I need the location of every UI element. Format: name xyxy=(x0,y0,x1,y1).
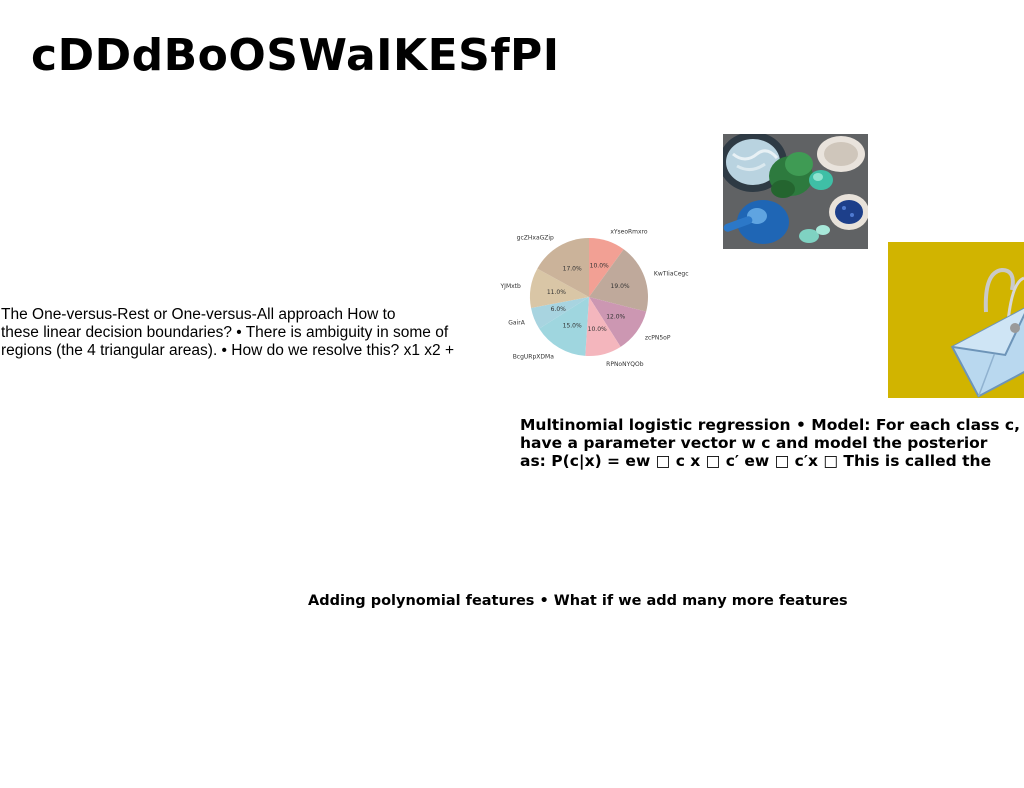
right-text-line: Multinomial logistic regression • Model:… xyxy=(520,416,1024,434)
left-text-line: regions (the 4 triangular areas). • How … xyxy=(1,342,454,359)
right-text-line: have a parameter vector w c and model th… xyxy=(520,434,988,452)
pie-percent-label: 10.0% xyxy=(588,326,607,333)
pie-slice xyxy=(589,249,648,312)
pie-category-label: GairA xyxy=(508,319,525,326)
pie-percent-label: 6.0% xyxy=(551,306,567,313)
pie-category-label: YJMxtb xyxy=(500,283,521,290)
pie-category-label: KwTIiaCegc xyxy=(654,271,689,278)
pie-slice xyxy=(589,297,647,347)
pie-category-label: gcZHxaGZip xyxy=(517,235,554,242)
pie-category-label: zcPN5oP xyxy=(645,335,671,342)
pie-percent-label: 17.0% xyxy=(563,266,582,273)
slide-title: cDDdBoOSWaIKESfPI xyxy=(31,30,560,81)
pie-slice xyxy=(589,238,624,297)
left-text-line: The One-versus-Rest or One-versus-All ap… xyxy=(1,306,396,323)
pie-chart-svg: 10.0% xYseoRmxro 19.0% KwTIiaCegc 12.0% zcPN5… xyxy=(500,228,689,368)
bottom-text: Adding polynomial features • What if we … xyxy=(308,593,848,609)
pie-chart: 10.0% xYseoRmxro 19.0% KwTIiaCegc 12.0% zcPN5… xyxy=(500,200,690,395)
pie-category-label: RPNoNYQOb xyxy=(606,361,644,368)
right-text-line: as: P(c|x) = ew □ c x □ c′ ew □ c′x □ Th… xyxy=(520,452,992,470)
pie-percent-label: 11.0% xyxy=(547,289,566,296)
envelope-photo xyxy=(888,242,1024,398)
pie-slice xyxy=(530,268,589,309)
pie-percent-label: 12.0% xyxy=(606,313,625,320)
pie-percent-label: 19.0% xyxy=(611,283,630,290)
pie-percent-label: 15.0% xyxy=(563,322,582,329)
pie-slice xyxy=(531,297,589,329)
left-text-line: these linear decision boundaries? • Ther… xyxy=(1,324,449,341)
bowls-photo xyxy=(723,134,868,249)
right-text-block: Multinomial logistic regression • Model:… xyxy=(520,416,1024,470)
left-text-block: The One-versus-Rest or One-versus-All ap… xyxy=(1,306,471,360)
pie-percent-label: 10.0% xyxy=(590,263,609,270)
pie-slice xyxy=(585,297,621,356)
pie-slice xyxy=(539,297,589,356)
pie-category-label: xYseoRmxro xyxy=(610,228,648,235)
pie-slice xyxy=(537,238,589,297)
pie-category-label: BcgURpXDMa xyxy=(513,353,555,360)
